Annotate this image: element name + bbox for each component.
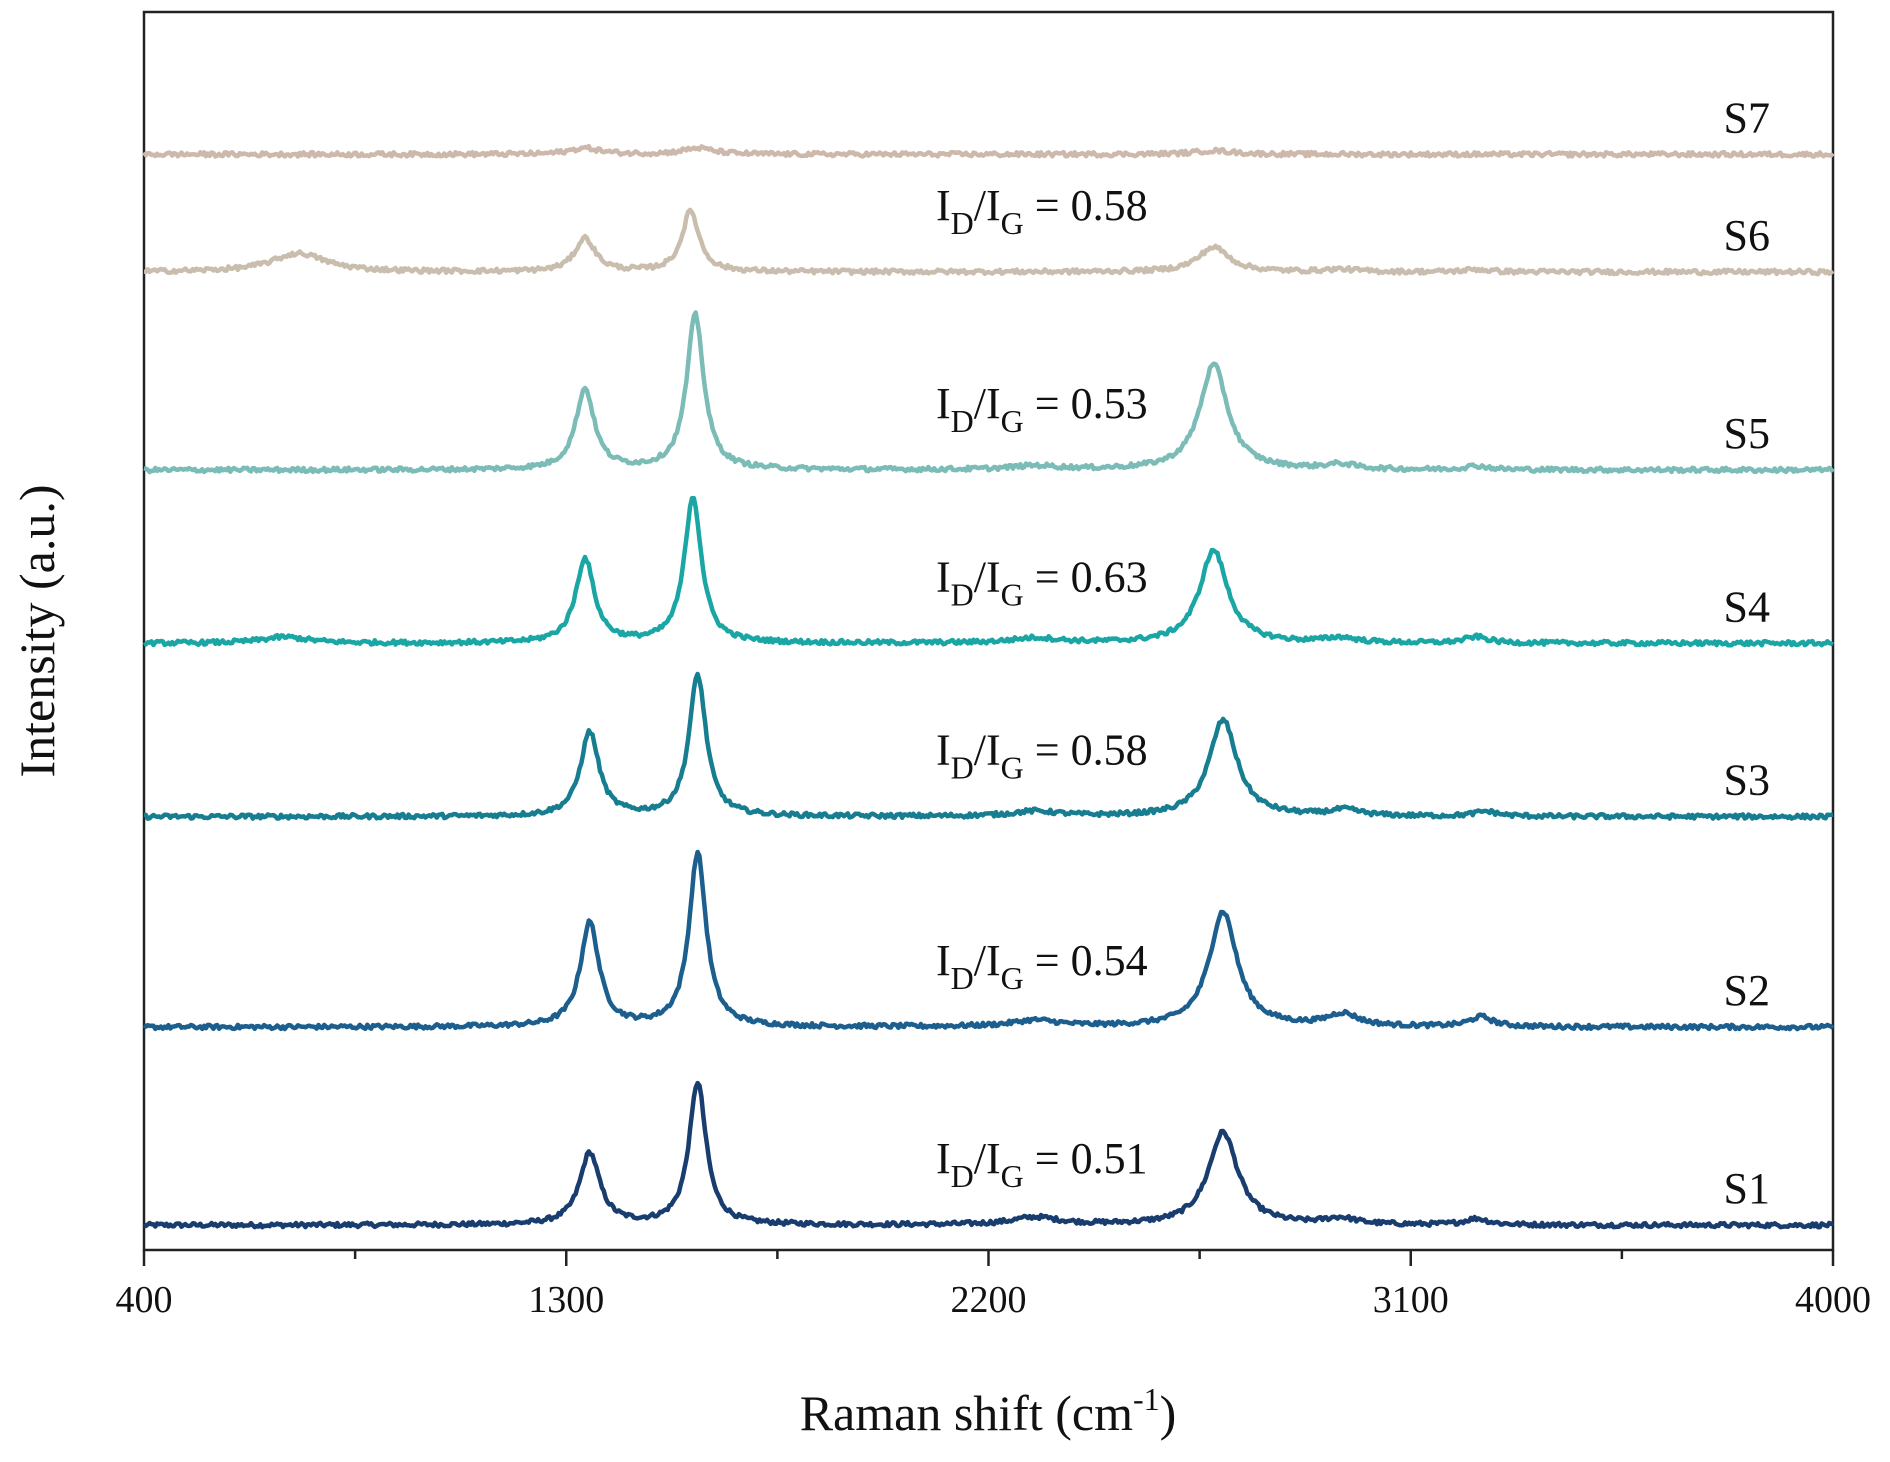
ratio-text: /I <box>974 181 1001 230</box>
ratio-text: = 0.53 <box>1024 379 1148 428</box>
ratio-subscript: D <box>951 750 974 786</box>
y-axis-title: Intensity (a.u.) <box>9 485 65 778</box>
series-label-s1: S1 <box>1724 1164 1770 1213</box>
ratio-label-s5: ID/IG = 0.53 <box>936 379 1148 439</box>
ratio-text: I <box>936 1134 951 1183</box>
ratio-label-s3: ID/IG = 0.58 <box>936 726 1148 786</box>
x-tick-label: 400 <box>116 1279 173 1321</box>
series-line-s4 <box>142 495 1835 648</box>
ratio-text: = 0.63 <box>1024 552 1148 601</box>
ratio-subscript: G <box>1001 205 1024 241</box>
series-label-s3: S3 <box>1724 756 1770 805</box>
ratio-text: /I <box>974 379 1001 428</box>
series-label-s7: S7 <box>1724 93 1770 142</box>
ratio-text: I <box>936 726 951 775</box>
ratio-text: /I <box>974 1134 1001 1183</box>
ratio-label-s4: ID/IG = 0.63 <box>936 552 1148 612</box>
x-tick-label: 3100 <box>1373 1279 1449 1321</box>
series-line-s6 <box>143 207 1835 277</box>
x-axis-title-close: ) <box>1160 1385 1177 1441</box>
ratio-text: /I <box>974 936 1001 985</box>
ratio-text: = 0.51 <box>1024 1134 1148 1183</box>
x-axis-title-exponent: -1 <box>1133 1381 1160 1417</box>
ratio-subscript: D <box>951 576 974 612</box>
ratio-text: /I <box>974 726 1001 775</box>
series-line-s3 <box>143 671 1834 821</box>
series-line-s2 <box>142 849 1835 1032</box>
ratio-subscript: D <box>951 205 974 241</box>
x-tick-label: 4000 <box>1795 1279 1871 1321</box>
x-axis-title: Raman shift (cm-1) <box>800 1381 1177 1441</box>
ratio-subscript: G <box>1001 960 1024 996</box>
ratio-text: I <box>936 936 951 985</box>
x-axis-ticks: 400 1300 2200 3100 4000 <box>116 1250 1871 1321</box>
ratio-text: I <box>936 552 951 601</box>
series-line-s7 <box>142 143 1835 159</box>
ratio-subscript: G <box>1001 750 1024 786</box>
x-tick-label: 1300 <box>528 1279 604 1321</box>
ratio-text: I <box>936 181 951 230</box>
ratio-text: I <box>936 379 951 428</box>
x-tick-label: 2200 <box>951 1279 1027 1321</box>
ratio-text: = 0.58 <box>1024 181 1148 230</box>
ratio-subscript: D <box>951 960 974 996</box>
ratio-label-s1: ID/IG = 0.51 <box>936 1134 1148 1194</box>
series-line-s5 <box>143 310 1835 475</box>
ratio-text: = 0.54 <box>1024 936 1148 985</box>
series-label-s6: S6 <box>1724 211 1770 260</box>
series-label-s5: S5 <box>1724 409 1770 458</box>
ratio-subscript: G <box>1001 1158 1024 1194</box>
series-line-s1 <box>142 1080 1834 1230</box>
series-label-s4: S4 <box>1724 582 1770 631</box>
ratio-label-s2: ID/IG = 0.54 <box>936 936 1148 996</box>
series-label-s2: S2 <box>1724 966 1770 1015</box>
ratio-text: /I <box>974 552 1001 601</box>
x-axis-title-text: Raman shift (cm <box>800 1385 1133 1441</box>
ratio-subscript: G <box>1001 576 1024 612</box>
ratio-label-s6: ID/IG = 0.58 <box>936 181 1148 241</box>
ratio-subscript: D <box>951 403 974 439</box>
ratio-subscript: G <box>1001 403 1024 439</box>
ratio-subscript: D <box>951 1158 974 1194</box>
ratio-text: = 0.58 <box>1024 726 1148 775</box>
